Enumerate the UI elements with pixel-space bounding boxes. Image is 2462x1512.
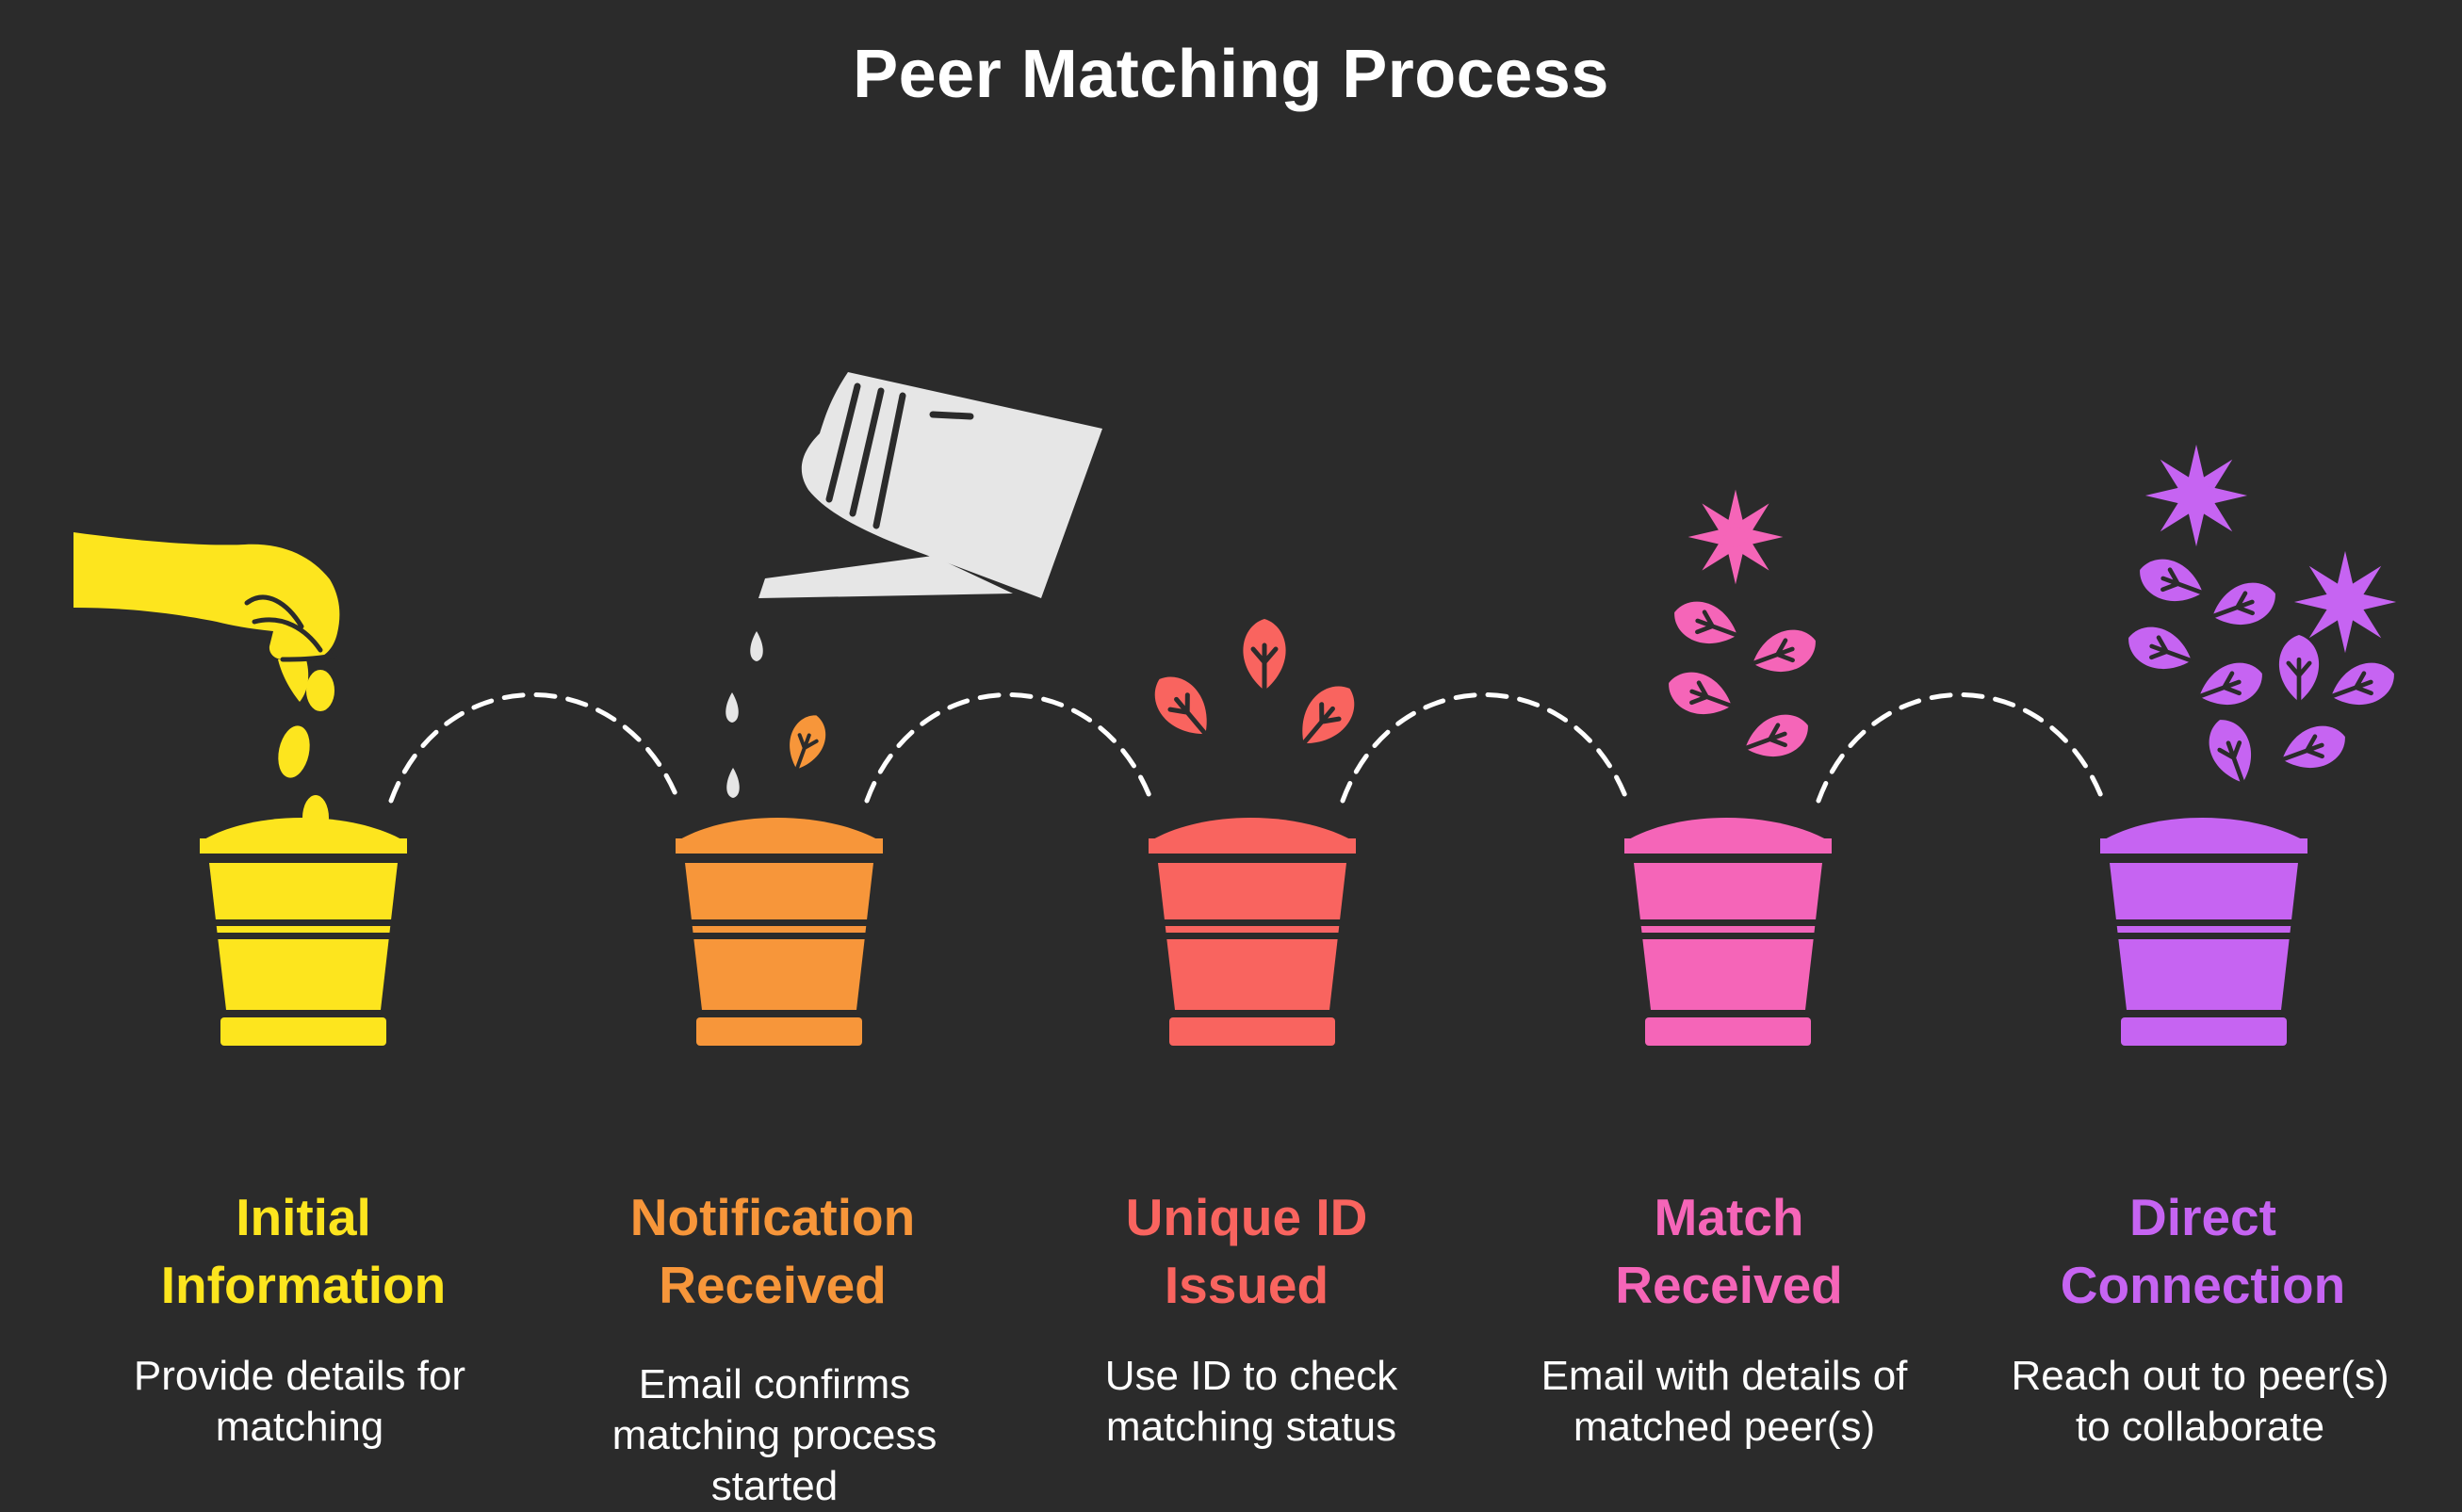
pot-2 [676,818,883,1046]
step-2-desc-line-2: matching process [611,1412,938,1458]
step-2-title: Notification Received [528,1183,1018,1319]
blooming-plant-icon [2122,444,2401,789]
connector-1-2 [388,692,681,804]
connector-2-3 [864,692,1154,804]
connector-4-5 [1816,692,2106,804]
step-2-description: Email confirms matching process started [558,1359,991,1512]
pot-3 [1149,818,1356,1046]
step-3-description: Use ID to check matching status [1035,1351,1468,1453]
step-5-title: Direct Connection [1958,1183,2448,1319]
diagram-title: Peer Matching Process [853,37,1609,112]
step-2-desc-line-1: Email confirms [638,1361,911,1407]
step-5-description: Reach out to peer(s) to collaborate [1983,1351,2417,1453]
step-3-title-line-2: Issued [1164,1256,1329,1314]
step-2-title-line-1: Notification [629,1188,916,1246]
step-1-title: Initial Information [58,1183,548,1319]
pot-1 [200,818,407,1046]
leaves-icon [1143,619,1365,757]
pot-4 [1624,818,1832,1046]
step-1-title-line-2: Information [160,1256,447,1314]
leaves-and-flower-icon [1662,489,1822,768]
step-1-title-line-1: Initial [236,1188,371,1246]
step-4-title-line-2: Received [1615,1256,1843,1314]
step-2-desc-line-3: started [710,1463,839,1509]
step-4-title: Match Received [1484,1183,1974,1319]
step-2-title-line-2: Received [659,1256,887,1314]
step-3-desc-line-2: matching status [1105,1404,1397,1450]
step-5-title-line-2: Connection [2060,1256,2346,1314]
step-4-title-line-1: Match [1654,1188,1804,1246]
step-4-desc-line-1: Email with details of [1541,1353,1908,1399]
step-3-desc-line-1: Use ID to check [1104,1353,1398,1399]
step-1-desc-line-2: matching [215,1404,384,1450]
step-4-desc-line-2: matched peer(s) [1573,1404,1876,1450]
step-1-desc-line-1: Provide details for [133,1353,466,1399]
watering-can-icon [726,372,1102,798]
step-5-desc-line-2: to collaborate [2075,1404,2325,1450]
step-4-description: Email with details of matched peer(s) [1508,1351,1941,1453]
pot-5 [2100,818,2307,1046]
step-5-title-line-1: Direct [2129,1188,2276,1246]
step-3-title-line-1: Unique ID [1125,1188,1368,1246]
hand-planting-seeds-icon [73,532,340,840]
connector-3-4 [1340,692,1630,804]
step-1-description: Provide details for matching [83,1351,516,1453]
step-3-title: Unique ID Issued [1002,1183,1492,1319]
step-5-desc-line-1: Reach out to peer(s) [2011,1353,2389,1399]
